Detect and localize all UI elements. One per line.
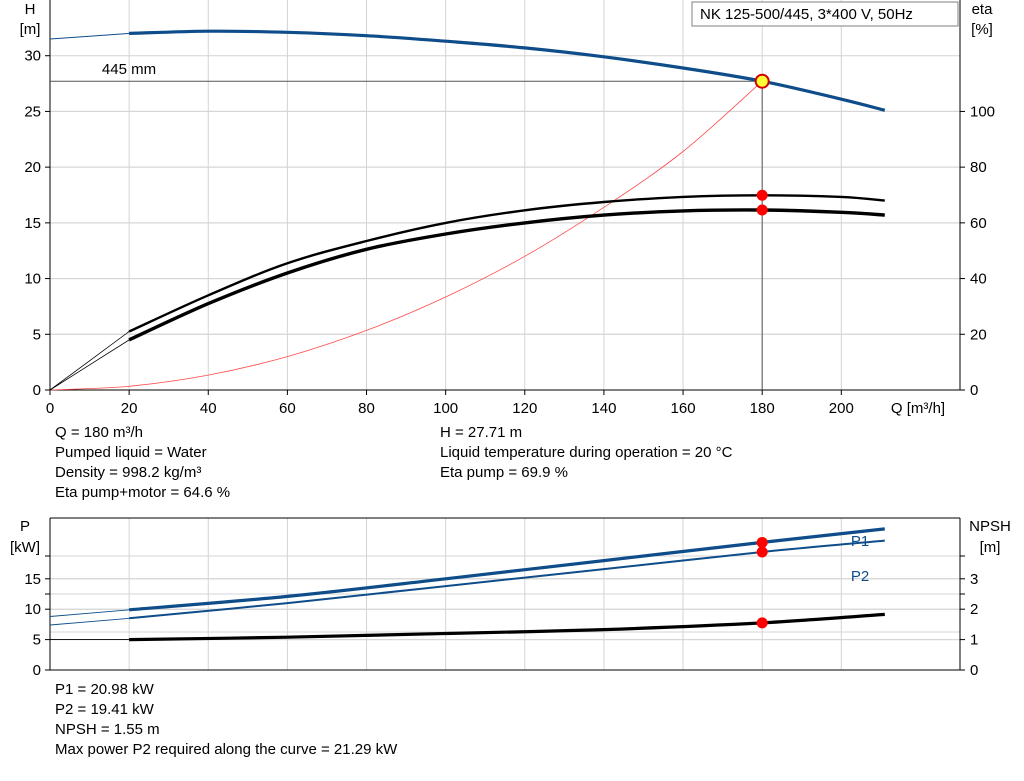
y-left-tick-label: 20	[24, 159, 41, 176]
eta-pump-curve-extrapolated	[49, 331, 130, 391]
p2-curve	[129, 539, 885, 620]
x-tick-label: 180	[750, 400, 775, 417]
y-left-tick-label: 30	[24, 48, 41, 65]
x-tick-label: 100	[433, 400, 458, 417]
npsh-curve	[129, 612, 885, 642]
npsh-duty-marker	[756, 617, 768, 629]
y-right-axis-label: eta	[972, 1, 994, 18]
x-tick-label: 60	[279, 400, 296, 417]
y-left-tick-label: 10	[24, 271, 41, 288]
x-tick-label: 120	[512, 400, 537, 417]
p1-duty-marker	[756, 536, 768, 548]
y-right-tick-label: 20	[970, 326, 987, 343]
info-npsh: NPSH = 1.55 m	[55, 721, 160, 738]
y-left-axis-unit: [m]	[20, 21, 41, 38]
x-tick-label: 40	[200, 400, 217, 417]
x-tick-label: 160	[671, 400, 696, 417]
y-right-tick-label: 100	[970, 103, 995, 120]
info-density: Density = 998.2 kg/m³	[55, 464, 202, 481]
info-flow: Q = 180 m³/h	[55, 424, 143, 441]
y-right-tick-label: 3	[970, 571, 978, 588]
y-left-tick-label: 5	[33, 326, 41, 343]
x-tick-label: 200	[829, 400, 854, 417]
p2-curve-extrapolated	[49, 617, 130, 626]
npsh-axis-unit: [m]	[980, 539, 1001, 556]
title-box	[691, 1, 959, 27]
eta-pump-duty-marker	[756, 189, 768, 201]
y-right-tick-label: 1	[970, 632, 978, 649]
y-left-axis-label: H	[25, 1, 36, 18]
x-axis-label: Q [m³/h]	[891, 400, 945, 417]
p1-series-label: P1	[851, 533, 869, 550]
y-left-tick-label: 0	[33, 662, 41, 679]
info-block-power: P1 = 20.98 kW P2 = 19.41 kW NPSH = 1.55 …	[55, 680, 397, 760]
info-block-right: H = 27.71 m Liquid temperature during op…	[440, 423, 732, 483]
y-right-tick-label: 80	[970, 159, 987, 176]
eta-pump-motor-curve-extrapolated	[49, 339, 130, 391]
head-curve	[129, 29, 886, 112]
head-curve-extrapolated	[49, 32, 130, 40]
y-right-tick-label: 40	[970, 271, 987, 288]
info-eta-pump-motor: Eta pump+motor = 64.6 %	[55, 484, 231, 501]
eta-pump-motor-curve	[128, 208, 885, 342]
x-tick-label: 80	[358, 400, 375, 417]
info-block-left: Q = 180 m³/h Pumped liquid = Water Densi…	[55, 423, 230, 503]
info-eta-pump: Eta pump = 69.9 %	[440, 464, 568, 481]
info-p1: P1 = 20.98 kW	[55, 681, 154, 698]
npsh-axis-label: NPSH	[969, 518, 1011, 535]
info-head: H = 27.71 m	[440, 424, 523, 441]
info-pumped-liquid: Pumped liquid = Water	[55, 444, 207, 461]
y-left-tick-label: 15	[24, 215, 41, 232]
info-liquid-temperature: Liquid temperature during operation = 20…	[440, 444, 733, 461]
eta-pump-curve	[128, 194, 885, 333]
y-right-tick-label: 60	[970, 215, 987, 232]
y-left-tick-label: 5	[33, 632, 41, 649]
eta-pump-motor-duty-marker	[756, 204, 768, 216]
system-curve	[49, 80, 763, 391]
y-left-tick-label: 0	[33, 382, 41, 399]
y-left-tick-label: 15	[24, 571, 41, 588]
impeller-diameter-label: 445 mm	[102, 61, 156, 78]
p1-curve	[128, 527, 885, 612]
p1-curve-extrapolated	[49, 609, 130, 617]
duty-point-marker	[754, 73, 770, 89]
info-max-power: Max power P2 required along the curve = …	[55, 741, 398, 758]
power-axis-label: P	[20, 518, 30, 535]
y-right-tick-label: 0	[970, 382, 978, 399]
y-right-tick-label: 0	[970, 662, 978, 679]
y-left-tick-label: 25	[24, 103, 41, 120]
y-right-tick-label: 2	[970, 601, 978, 618]
chart-title: NK 125-500/445, 3*400 V, 50Hz	[700, 6, 913, 23]
p2-series-label: P2	[851, 568, 869, 585]
x-tick-label: 20	[121, 400, 138, 417]
x-tick-label: 0	[46, 400, 54, 417]
power-axis-unit: [kW]	[10, 539, 40, 556]
p2-duty-marker	[756, 546, 768, 558]
y-right-axis-unit: [%]	[971, 21, 993, 38]
x-tick-label: 140	[591, 400, 616, 417]
y-left-tick-label: 10	[24, 601, 41, 618]
info-p2: P2 = 19.41 kW	[55, 701, 154, 718]
